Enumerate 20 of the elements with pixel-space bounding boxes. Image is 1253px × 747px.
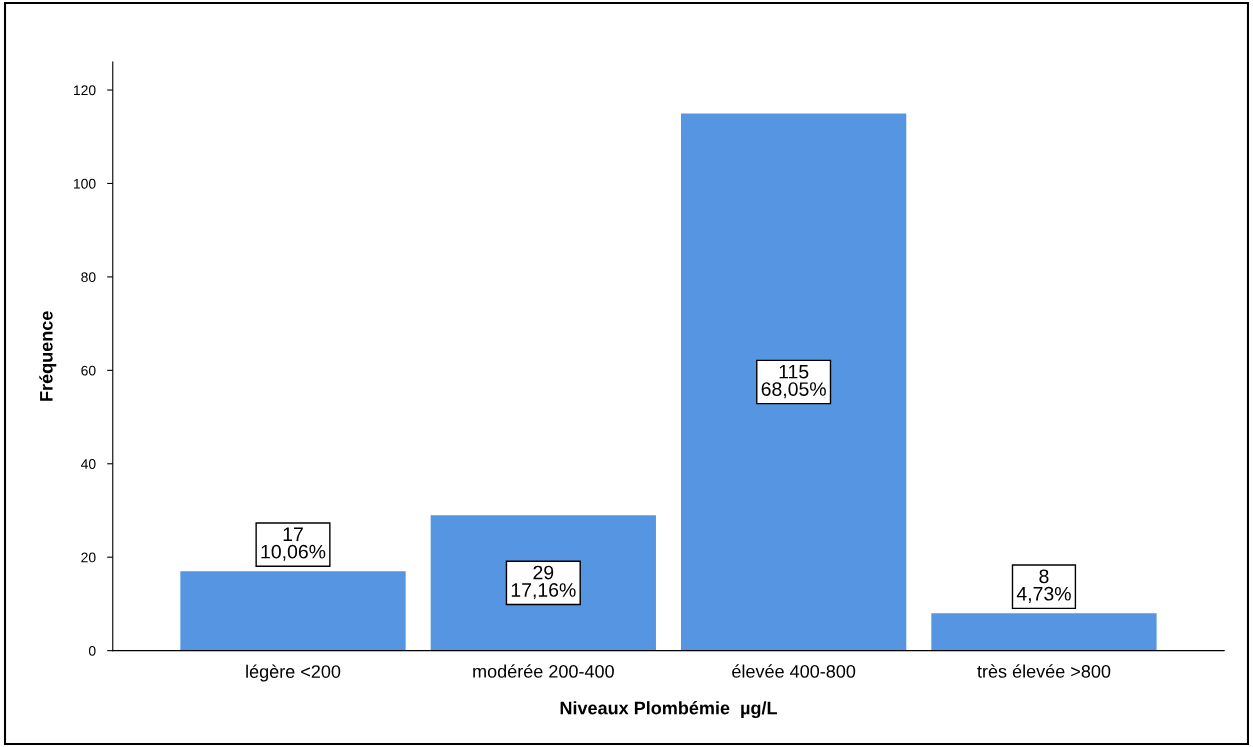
data-label: 8 4,73% <box>1016 569 1071 603</box>
y-axis-title: Fréquence <box>39 311 57 401</box>
y-tick-label: 20 <box>81 552 96 563</box>
x-tick-label: légère <200 <box>246 664 341 682</box>
bar <box>680 113 907 651</box>
y-tick-label: 100 <box>73 178 96 189</box>
y-tick-label: 120 <box>73 85 96 96</box>
x-tick-label: modérée 200-400 <box>473 664 614 678</box>
y-tick-label: 0 <box>88 645 96 656</box>
bar <box>180 571 406 651</box>
x-tick-label: très élevée >800 <box>977 664 1111 678</box>
data-label: 17 10,06% <box>261 527 326 561</box>
y-tick-label: 40 <box>80 459 96 469</box>
y-tick-label: 60 <box>81 365 96 376</box>
data-label: 29 17,16% <box>511 565 576 600</box>
data-label: 115 68,05% <box>761 364 826 399</box>
bar <box>931 613 1157 651</box>
x-tick-label: élevée 400-800 <box>732 664 856 678</box>
x-axis-title: Niveaux Plombémie µg/L <box>560 701 777 719</box>
y-tick-label: 80 <box>81 272 96 283</box>
